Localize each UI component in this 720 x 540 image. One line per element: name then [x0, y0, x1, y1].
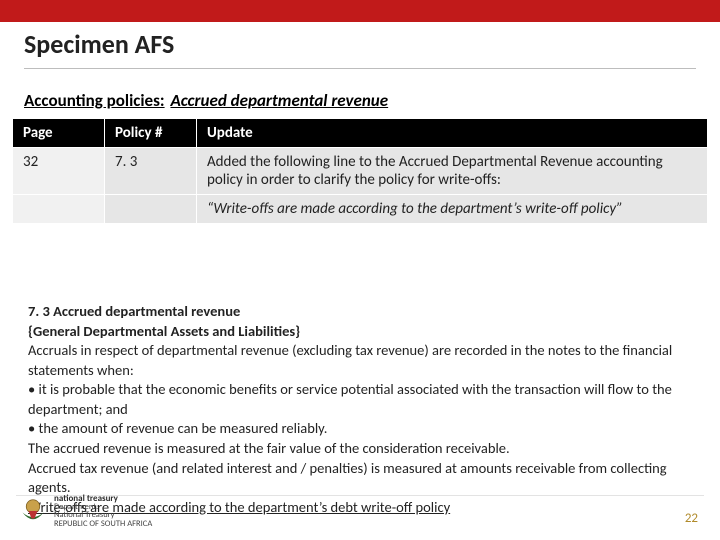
policy-bullet: • it is probable that the economic benef… — [28, 380, 692, 419]
policy-text-block: 7. 3 Accrued departmental revenue {Gener… — [28, 302, 692, 517]
crest-icon — [18, 496, 48, 526]
policy-para: The accrued revenue is measured at the f… — [28, 439, 692, 459]
cell-update: “Write-offs are made according to the de… — [197, 195, 708, 224]
footer-crest: national treasury Department: National T… — [18, 494, 152, 529]
policy-heading: 7. 3 Accrued departmental revenue — [28, 302, 692, 322]
cell-page: 32 — [13, 148, 105, 195]
col-page: Page — [13, 119, 105, 148]
page-title: Specimen AFS — [24, 28, 696, 60]
cell-policy — [105, 195, 197, 224]
policy-bullet: • the amount of revenue can be measured … — [28, 419, 692, 439]
title-block: Specimen AFS — [24, 28, 696, 69]
cell-update: Added the following line to the Accrued … — [197, 148, 708, 195]
subheading: Accounting policies: Accrued departmenta… — [24, 90, 388, 111]
footer-dept-text: national treasury Department: National T… — [54, 494, 152, 529]
cell-policy: 7. 3 — [105, 148, 197, 195]
policy-intro: Accruals in respect of departmental reve… — [28, 341, 692, 380]
table-row: “Write-offs are made according to the de… — [13, 195, 708, 224]
page-number: 22 — [685, 511, 698, 526]
subheading-topic: Accrued departmental revenue — [170, 90, 388, 111]
header-bar — [0, 0, 720, 22]
updates-table: Page Policy # Update 32 7. 3 Added the f… — [12, 118, 708, 224]
slide-root: Specimen AFS Accounting policies: Accrue… — [0, 0, 720, 540]
title-rule — [24, 68, 696, 69]
table-header-row: Page Policy # Update — [13, 119, 708, 148]
dept-line4: REPUBLIC OF SOUTH AFRICA — [54, 520, 152, 529]
col-update: Update — [197, 119, 708, 148]
subheading-label: Accounting policies: — [24, 90, 165, 111]
cell-page — [13, 195, 105, 224]
table-row: 32 7. 3 Added the following line to the … — [13, 148, 708, 195]
policy-subheading: {General Departmental Assets and Liabili… — [28, 322, 692, 342]
policy-bullet-text: the amount of revenue can be measured re… — [39, 419, 328, 437]
col-policy: Policy # — [105, 119, 197, 148]
policy-bullet-text: it is probable that the economic benefit… — [28, 380, 672, 418]
policy-para: Accrued tax revenue (and related interes… — [28, 459, 692, 498]
